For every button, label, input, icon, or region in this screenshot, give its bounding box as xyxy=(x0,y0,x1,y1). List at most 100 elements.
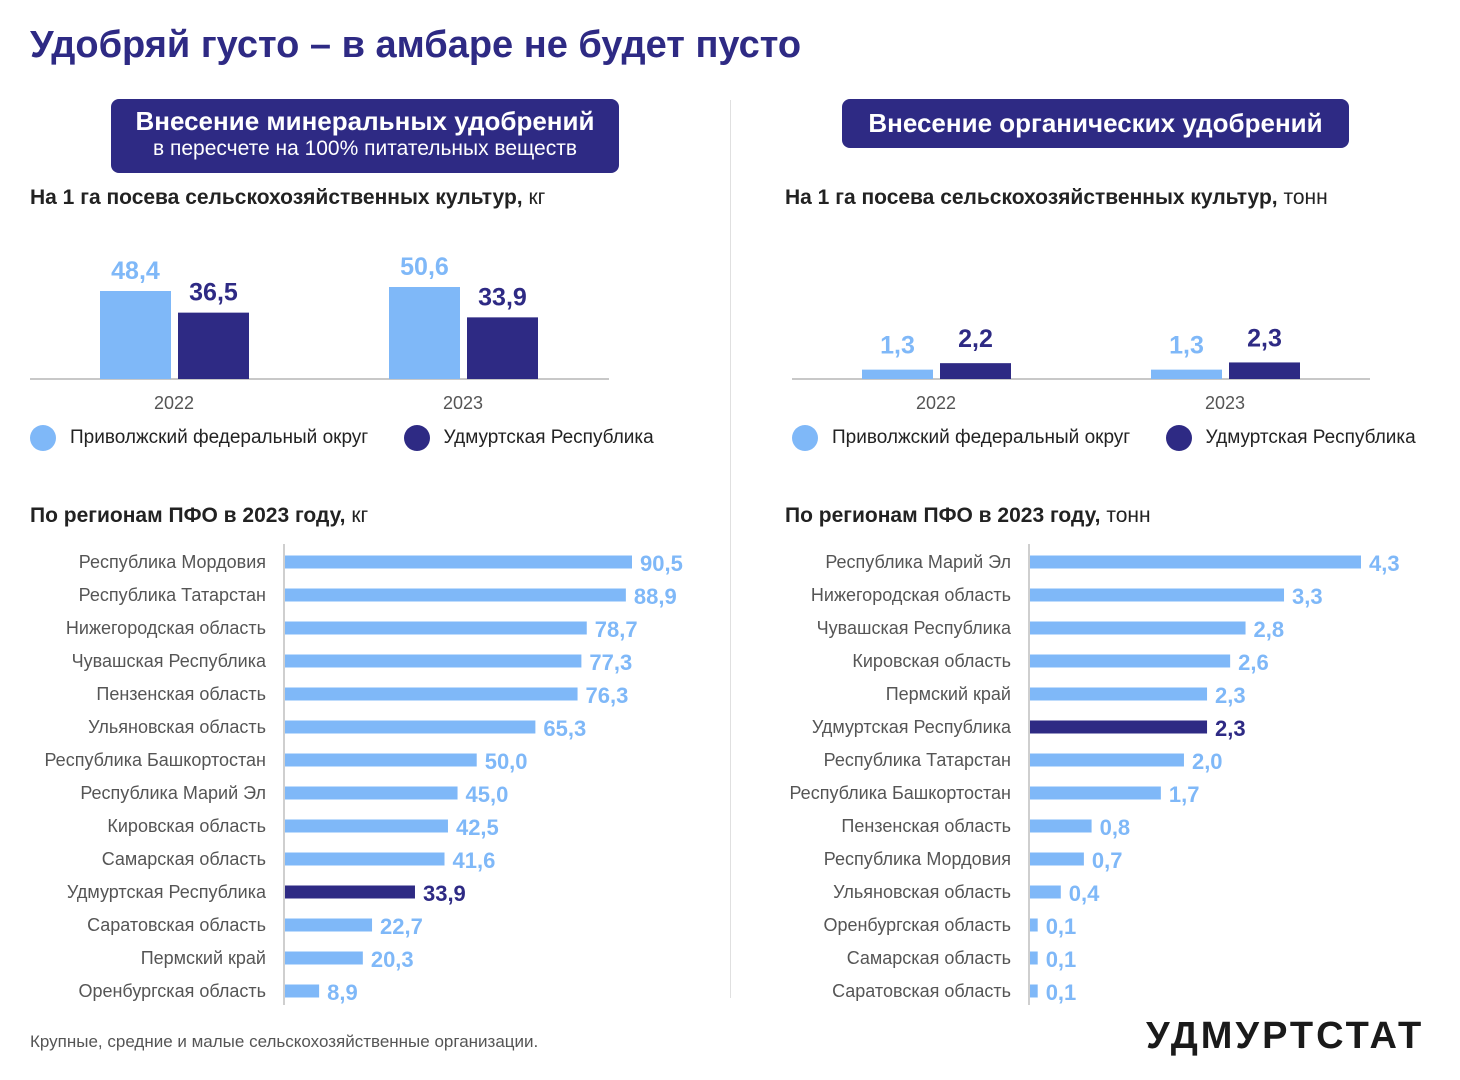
organic-regions-bar xyxy=(1030,720,1208,734)
organic-per-ha-bar xyxy=(1151,369,1222,379)
organic-per-ha-category-label: 2022 xyxy=(916,393,956,413)
organic-regions-bar xyxy=(1030,654,1231,668)
organic-regions-category-label: Республика Татарстан xyxy=(824,750,1011,770)
mineral-regions-category-label: Пермский край xyxy=(141,948,266,968)
mineral-regions-category-label: Республика Татарстан xyxy=(79,585,266,605)
organic-regions-value-label: 0,1 xyxy=(1046,947,1077,972)
mineral-per-ha-bar xyxy=(100,291,171,379)
organic-regions-value-label: 0,7 xyxy=(1092,848,1123,873)
organic-regions-bar xyxy=(1030,753,1184,767)
legend-udmurtia-label: Удмуртская Республика xyxy=(443,427,654,448)
organic-regions-category-label: Самарская область xyxy=(847,948,1011,968)
mineral-regions-bar xyxy=(285,984,320,998)
organic-regions-category-label: Республика Мордовия xyxy=(824,849,1011,869)
organic-regions-bar xyxy=(1030,555,1361,569)
mineral-per-ha-value-label: 48,4 xyxy=(111,257,160,285)
mineral-regions-bar xyxy=(285,852,445,866)
organic-legend: Приволжский федеральный округ Удмуртская… xyxy=(792,425,1416,451)
organic-regions-bar xyxy=(1030,918,1038,932)
legend-udmurtia-swatch xyxy=(403,425,430,451)
mineral-regions-value-label: 50,0 xyxy=(485,749,528,774)
mineral-regions-value-label: 45,0 xyxy=(466,782,509,807)
mineral-regions-category-label: Ульяновская область xyxy=(88,717,266,737)
organic-regions-category-label: Саратовская область xyxy=(832,981,1011,1001)
mineral-per-ha-bar xyxy=(467,317,538,379)
mineral-per-ha-value-label: 33,9 xyxy=(478,283,527,311)
mineral-per-ha-unit: кг xyxy=(522,186,546,209)
organic-regions-value-label: 0,1 xyxy=(1046,980,1077,1005)
mineral-regions-category-label: Самарская область xyxy=(102,849,266,869)
organic-regions-bar xyxy=(1030,687,1208,701)
legend-district-swatch xyxy=(792,425,818,451)
organic-regions-bar xyxy=(1030,786,1161,800)
mineral-regions-bar xyxy=(285,951,363,965)
mineral-regions-category-label: Оренбургская область xyxy=(78,981,266,1001)
mineral-regions-bar xyxy=(285,588,626,602)
organic-regions-bar xyxy=(1030,984,1038,998)
organic-per-ha-bar xyxy=(940,363,1011,379)
mineral-regions-bar xyxy=(285,654,582,668)
mineral-regions-bar xyxy=(285,819,448,833)
organic-regions-bar xyxy=(1030,588,1285,602)
mineral-regions-bar xyxy=(285,720,536,734)
mineral-per-ha-heading: На 1 га посева сельскохозяйственных куль… xyxy=(30,186,545,210)
organic-regions-value-label: 3,3 xyxy=(1292,584,1323,609)
legend-udmurtia-swatch xyxy=(1165,425,1192,451)
footnote: Крупные, средние и малые сельскохозяйств… xyxy=(30,1032,539,1051)
organic-regions-value-label: 2,3 xyxy=(1215,716,1246,741)
mineral-regions-value-label: 88,9 xyxy=(634,584,677,609)
mineral-legend: Приволжский федеральный округ Удмуртская… xyxy=(30,425,654,451)
organic-regions-bar xyxy=(1030,852,1084,866)
organic-badge: Внесение органических удобрений xyxy=(842,99,1349,148)
udmurtstat-logo: УДМУРТСТАТ xyxy=(1146,1015,1425,1057)
legend-district-swatch xyxy=(30,425,56,451)
organic-regions-category-label: Удмуртская Республика xyxy=(812,717,1012,737)
mineral-regions-bar xyxy=(285,687,578,701)
organic-regions-category-label: Чувашская Республика xyxy=(817,618,1012,638)
mineral-regions-bar xyxy=(285,621,587,635)
organic-regions-unit: тонн xyxy=(1100,504,1151,527)
organic-per-ha-unit: тонн xyxy=(1277,186,1328,209)
mineral-regions-value-label: 41,6 xyxy=(453,848,496,873)
organic-regions-value-label: 2,3 xyxy=(1215,683,1246,708)
legend-district-label: Приволжский федеральный округ xyxy=(832,427,1131,448)
organic-per-ha-category-label: 2023 xyxy=(1205,393,1245,413)
mineral-regions-bar xyxy=(285,885,415,899)
organic-regions-value-label: 2,6 xyxy=(1238,650,1269,675)
mineral-regions-category-label: Чувашская Республика xyxy=(72,651,267,671)
organic-per-ha-value-label: 2,3 xyxy=(1247,324,1282,352)
organic-regions-value-label: 0,8 xyxy=(1100,815,1131,840)
mineral-regions-value-label: 77,3 xyxy=(589,650,632,675)
organic-regions-category-label: Нижегородская область xyxy=(811,585,1011,605)
mineral-regions-value-label: 76,3 xyxy=(586,683,629,708)
mineral-regions-bar xyxy=(285,918,373,932)
mineral-regions-value-label: 33,9 xyxy=(423,881,466,906)
mineral-regions-category-label: Кировская область xyxy=(107,816,266,836)
mineral-regions-bar xyxy=(285,753,477,767)
organic-regions-category-label: Пермский край xyxy=(886,684,1011,704)
organic-regions-value-label: 1,7 xyxy=(1169,782,1200,807)
organic-regions-heading: По регионам ПФО в 2023 году, тонн xyxy=(785,504,1151,528)
mineral-regions-label: По регионам ПФО в 2023 году, xyxy=(30,504,346,527)
mineral-regions-value-label: 20,3 xyxy=(371,947,414,972)
organic-regions-category-label: Республика Башкортостан xyxy=(789,783,1011,803)
organic-regions-value-label: 2,8 xyxy=(1254,617,1285,642)
organic-regions-category-label: Республика Марий Эл xyxy=(825,552,1011,572)
mineral-regions-category-label: Республика Башкортостан xyxy=(44,750,266,770)
organic-regions-category-label: Оренбургская область xyxy=(823,915,1011,935)
mineral-regions-category-label: Пензенская область xyxy=(96,684,266,704)
mineral-regions-category-label: Саратовская область xyxy=(87,915,266,935)
organic-per-ha-bar xyxy=(862,369,933,379)
mineral-per-ha-value-label: 36,5 xyxy=(189,279,238,307)
mineral-regions-bar xyxy=(285,555,632,569)
organic-per-ha-value-label: 2,2 xyxy=(958,325,993,353)
mineral-regions-bar xyxy=(285,786,458,800)
organic-per-ha-label: На 1 га посева сельскохозяйственных куль… xyxy=(785,186,1278,209)
organic-per-ha-heading: На 1 га посева сельскохозяйственных куль… xyxy=(785,186,1328,210)
organic-regions-bar xyxy=(1030,885,1061,899)
organic-regions-bar xyxy=(1030,819,1092,833)
organic-regions-bar xyxy=(1030,621,1246,635)
mineral-regions-category-label: Республика Марий Эл xyxy=(80,783,266,803)
organic-per-ha-value-label: 1,3 xyxy=(880,332,915,360)
